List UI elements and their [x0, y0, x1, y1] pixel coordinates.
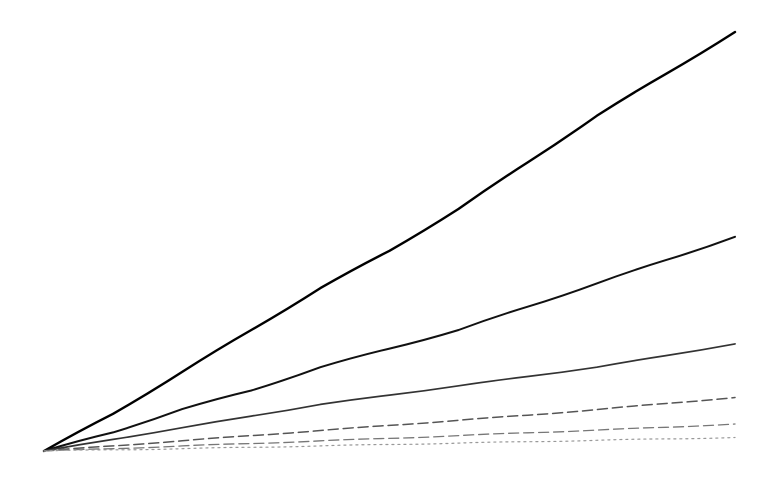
series-line-1 [42, 30, 737, 453]
series-line-2 [43, 235, 736, 452]
series-line-5 [43, 423, 736, 452]
series-layer [42, 30, 737, 453]
series-line-3 [43, 343, 736, 452]
series-line-6 [43, 436, 736, 452]
series-line-4 [43, 396, 736, 452]
